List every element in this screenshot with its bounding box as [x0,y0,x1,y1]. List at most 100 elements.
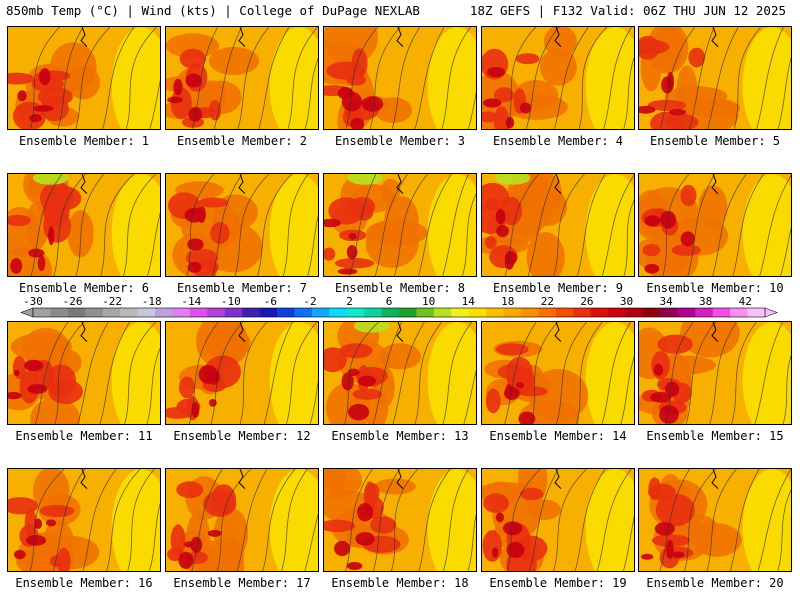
colorbar-tick-label: 26 [580,296,593,308]
height-contour [52,469,86,571]
very-hot-region [659,405,679,424]
height-contour [29,469,65,571]
warm-region [374,478,416,495]
very-hot-region [665,381,680,397]
very-hot-region [346,561,363,571]
coastline [396,322,404,342]
very-hot-region [187,261,202,273]
hot-region [494,87,515,103]
coastline [396,469,404,489]
temperature-map [8,322,160,424]
coastline [80,469,88,489]
height-contour [147,212,160,276]
colorbar-swatch [521,308,539,317]
very-hot-region [13,369,20,376]
ensemble-member-label: Ensemble Member: 11 [15,429,153,443]
ensemble-member-label: Ensemble Member: 14 [489,429,627,443]
height-contour [191,27,219,129]
height-contour [467,513,476,571]
very-hot-region [324,218,341,228]
ensemble-member-label: Ensemble Member: 15 [646,429,784,443]
very-hot-region [37,255,46,271]
hot-region [170,87,192,120]
colorbar-swatch [33,308,51,317]
warm-region [217,537,245,571]
colorbar-tick-label: 34 [659,296,673,308]
ensemble-member-label: Ensemble Member: 1 [18,134,150,148]
height-contour [186,174,215,276]
very-hot-region [39,68,51,86]
warm-region [67,210,94,258]
height-contour [237,27,270,129]
temperature-map [324,174,476,276]
height-contour [125,27,157,129]
height-contour [372,322,403,424]
colorbar-swatch [364,308,382,317]
cool-region [269,469,318,571]
colorbar-swatch [399,308,417,317]
very-hot-region [506,541,525,558]
model-run-info: 18Z GEFS | F132 Valid: 06Z THU JUN 12 20… [469,3,786,18]
coastline [80,322,88,342]
height-contour [349,174,377,276]
ensemble-map-panel [481,321,635,425]
height-contour [732,174,764,276]
colorbar-swatch [555,308,574,317]
height-contour [75,27,111,129]
warm-region [374,97,413,123]
ensemble-map-panel [323,468,477,572]
height-contour [463,369,476,424]
height-contour [601,174,634,276]
height-contour [757,469,791,571]
cool-region [111,27,160,129]
very-hot-region [505,116,515,129]
very-hot-region [10,258,23,274]
very-hot-region [341,372,354,391]
cool-region [111,174,160,276]
hot-region [349,197,376,217]
temperature-map [8,174,160,276]
very-hot-region [502,521,523,536]
ensemble-map-panel [7,26,161,130]
height-contour [596,469,632,571]
height-contour [106,469,141,571]
colorbar-frame [32,307,766,318]
height-contour [414,27,445,129]
temperature-map [639,174,791,276]
very-hot-region [350,117,365,129]
very-hot-region [650,392,672,403]
height-contour [191,469,223,571]
very-hot-region [348,233,357,240]
very-hot-region [185,73,202,88]
height-contour [467,91,476,129]
coastline [238,174,246,194]
ensemble-member-label: Ensemble Member: 16 [15,576,153,590]
height-contour [553,469,587,571]
height-contour [188,322,219,424]
height-contour [35,322,69,424]
height-contour [507,27,537,129]
cool-region [111,469,160,571]
height-contour [687,174,715,276]
height-contour [659,469,690,571]
hot-region [482,530,502,562]
colorbar-tick-label: -30 [23,296,43,308]
very-hot-region [358,375,376,387]
ensemble-member-label: Ensemble Member: 10 [646,281,784,295]
hot-region [39,504,75,518]
coastline [554,469,562,489]
temperature-map [166,174,318,276]
hot-region [655,493,695,527]
very-hot-region [666,539,674,560]
height-contour [262,469,296,571]
temperature-map [8,469,160,571]
coastline [554,322,562,342]
cool-region [347,174,383,185]
hot-region [170,524,186,556]
very-hot-region [17,90,27,102]
ensemble-map-panel [481,173,635,277]
height-contour [622,515,634,571]
colorbar-tick-label: 6 [386,296,393,308]
very-hot-region [518,411,536,424]
very-hot-region [355,532,375,546]
